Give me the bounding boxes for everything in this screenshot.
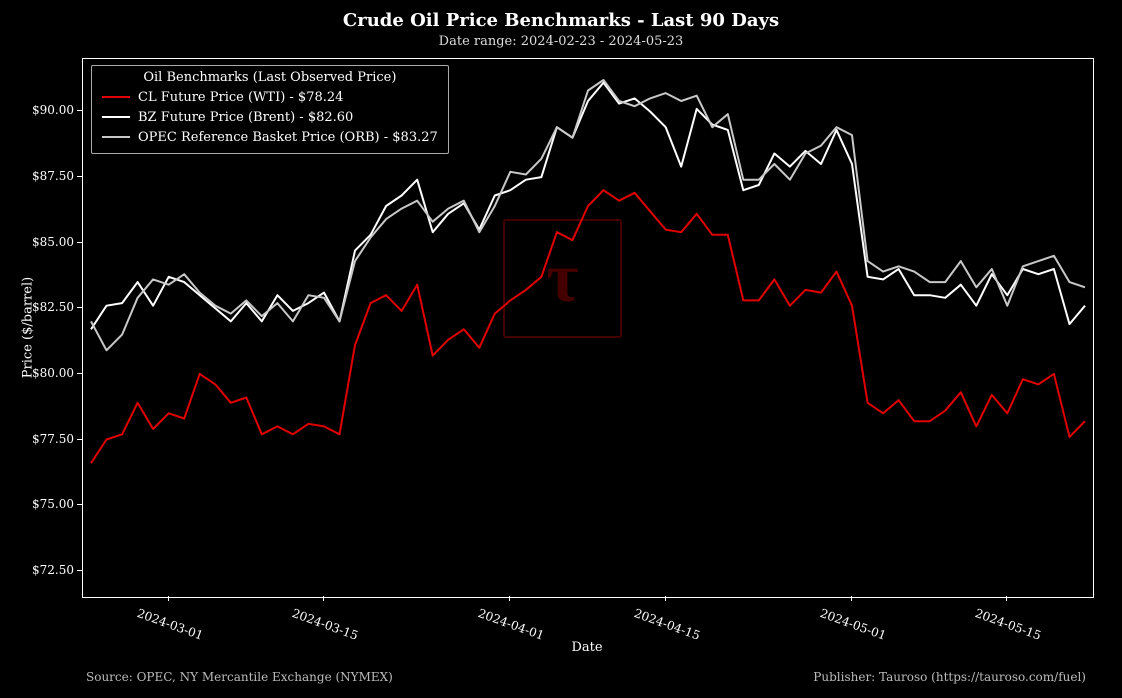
footer-source: Source: OPEC, NY Mercantile Exchange (NY… <box>86 670 393 684</box>
legend-label: BZ Future Price (Brent) - $82.60 <box>138 110 353 125</box>
y-tick-label: $77.50 <box>14 432 74 446</box>
legend-item: OPEC Reference Basket Price (ORB) - $83.… <box>102 127 438 147</box>
legend-item: CL Future Price (WTI) - $78.24 <box>102 87 438 107</box>
y-tick <box>77 176 82 177</box>
chart-title: Crude Oil Price Benchmarks - Last 90 Day… <box>0 10 1122 31</box>
x-tick <box>851 596 852 601</box>
legend-item: BZ Future Price (Brent) - $82.60 <box>102 107 438 127</box>
legend-swatch <box>102 136 130 138</box>
y-tick-label: $80.00 <box>14 366 74 380</box>
x-tick-label: 2024-04-15 <box>632 606 702 643</box>
x-tick <box>323 596 324 601</box>
oil-benchmarks-chart: Crude Oil Price Benchmarks - Last 90 Day… <box>0 0 1122 698</box>
x-tick <box>168 596 169 601</box>
series-line-wti <box>91 190 1085 463</box>
x-tick <box>665 596 666 601</box>
x-tick-label: 2024-05-01 <box>818 606 888 643</box>
y-tick-label: $72.50 <box>14 563 74 577</box>
x-axis-label: Date <box>82 640 1092 655</box>
y-tick-label: $87.50 <box>14 169 74 183</box>
y-tick-label: $82.50 <box>14 300 74 314</box>
footer-publisher: Publisher: Tauroso (https://tauroso.com/… <box>813 670 1086 684</box>
y-tick <box>77 504 82 505</box>
legend-label: OPEC Reference Basket Price (ORB) - $83.… <box>138 130 438 145</box>
x-tick-label: 2024-03-15 <box>290 606 360 643</box>
y-tick <box>77 439 82 440</box>
x-tick-label: 2024-05-15 <box>974 606 1044 643</box>
y-tick <box>77 110 82 111</box>
y-tick-label: $85.00 <box>14 235 74 249</box>
x-tick <box>509 596 510 601</box>
legend-title: Oil Benchmarks (Last Observed Price) <box>102 70 438 85</box>
legend-swatch <box>102 116 130 118</box>
legend-swatch <box>102 96 130 98</box>
y-tick-label: $75.00 <box>14 497 74 511</box>
legend: Oil Benchmarks (Last Observed Price) CL … <box>91 65 449 154</box>
y-tick <box>77 242 82 243</box>
y-tick <box>77 307 82 308</box>
y-tick <box>77 570 82 571</box>
legend-label: CL Future Price (WTI) - $78.24 <box>138 90 343 105</box>
x-tick <box>1006 596 1007 601</box>
y-tick <box>77 373 82 374</box>
y-tick-label: $90.00 <box>14 103 74 117</box>
chart-subtitle: Date range: 2024-02-23 - 2024-05-23 <box>0 34 1122 49</box>
x-tick-label: 2024-03-01 <box>135 606 205 643</box>
x-tick-label: 2024-04-01 <box>477 606 547 643</box>
plot-area: τ Oil Benchmarks (Last Observed Price) C… <box>82 58 1094 598</box>
